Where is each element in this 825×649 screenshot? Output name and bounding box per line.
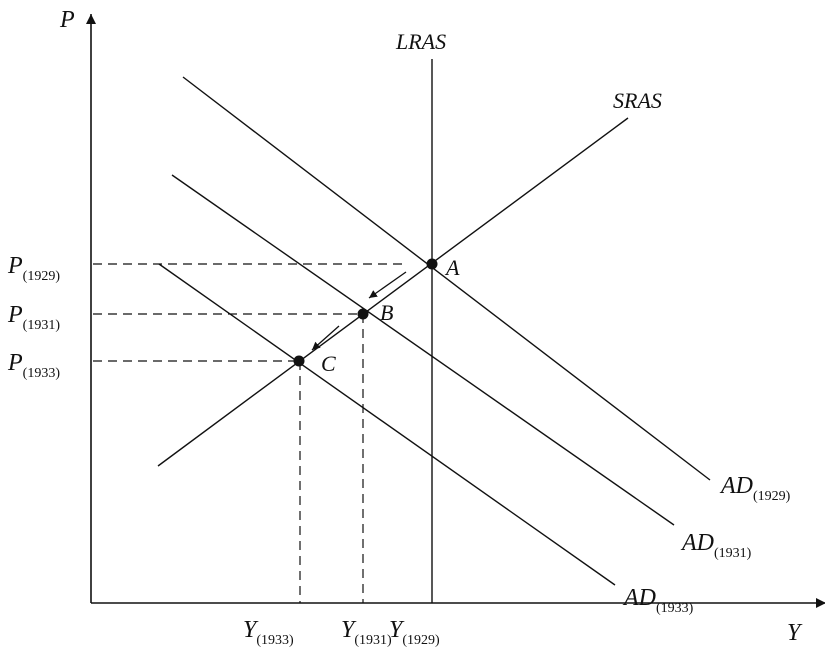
point-a-dot xyxy=(426,258,438,270)
guide-lines xyxy=(93,263,408,603)
point-c-dot xyxy=(293,355,305,367)
sras-label: SRAS xyxy=(613,88,662,113)
y1933-label: Y(1933) xyxy=(243,617,294,648)
ad-1933-label: AD(1933) xyxy=(622,585,694,616)
arrow-b-to-c xyxy=(311,325,340,351)
y1931-label: Y(1931) xyxy=(341,617,392,648)
arrow-a-to-b xyxy=(368,271,407,299)
p1933-label: P(1933) xyxy=(7,350,60,381)
point-c-label: C xyxy=(321,351,336,376)
point-a-label: A xyxy=(444,255,460,280)
ad-1933-line xyxy=(158,263,616,586)
ad-1931-label: AD(1931) xyxy=(680,530,752,561)
x-axis-label: Y xyxy=(787,620,803,646)
sras-line xyxy=(157,117,629,467)
ad-1929-label: AD(1929) xyxy=(719,473,791,504)
y-axis-label: P xyxy=(59,7,75,33)
point-b-dot xyxy=(357,308,369,320)
p1929-label: P(1929) xyxy=(7,253,60,284)
lras-label: LRAS xyxy=(395,29,446,54)
y1929-label: Y(1929) xyxy=(389,617,440,648)
point-b-label: B xyxy=(380,300,393,325)
ad-1929-line xyxy=(182,76,711,481)
p1931-label: P(1931) xyxy=(7,302,60,333)
ad-1931-line xyxy=(171,174,675,526)
